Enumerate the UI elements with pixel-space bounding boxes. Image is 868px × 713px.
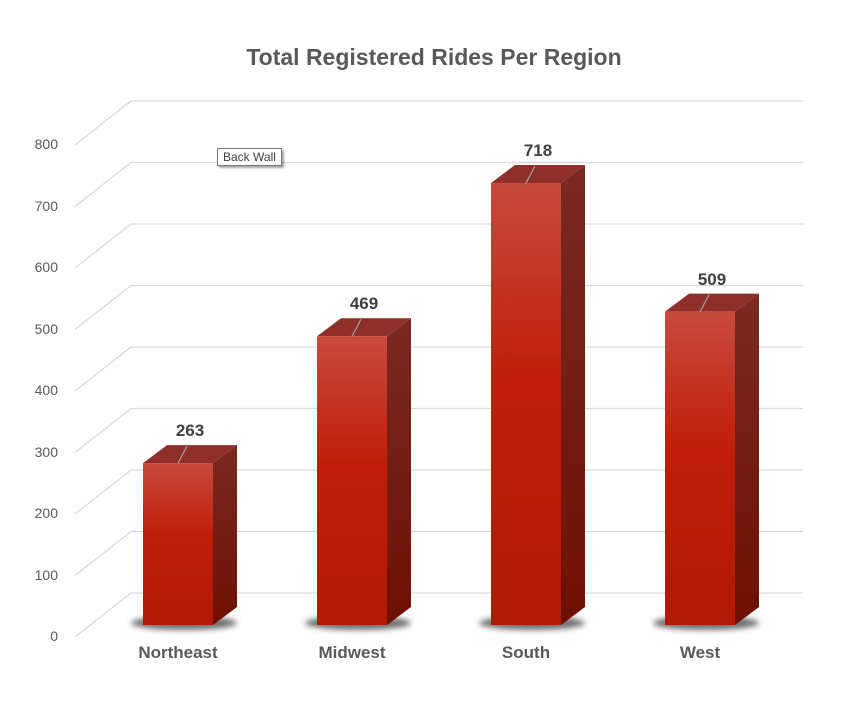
y-tick-label: 600 [34,259,58,275]
x-tick-label: Northeast [138,643,218,662]
bar-midwest[interactable] [305,318,411,630]
data-label: 469 [349,294,379,314]
y-tick-label: 500 [34,320,58,337]
y-tick-label: 400 [34,382,58,398]
bar-northeast[interactable] [131,445,237,630]
y-tick-label: 0 [50,628,58,644]
chart-title: Total Registered Rides Per Region [246,44,622,70]
x-tick-label: West [679,643,721,662]
tooltip: Back Wall [217,148,282,166]
y-tick-label: 700 [34,197,58,214]
y-tick-label: 200 [34,505,58,521]
data-label: 509 [697,269,727,289]
data-label: 718 [523,141,553,160]
data-label: 263 [175,421,205,441]
y-tick-label: 100 [34,566,58,583]
y-tick-label: 800 [34,136,58,152]
x-tick-label: South [501,643,551,662]
bar-west[interactable] [653,293,759,630]
y-tick-label: 300 [34,443,58,460]
bars [131,165,759,630]
bar-south[interactable] [479,165,585,630]
x-tick-label: Midwest [318,643,386,662]
